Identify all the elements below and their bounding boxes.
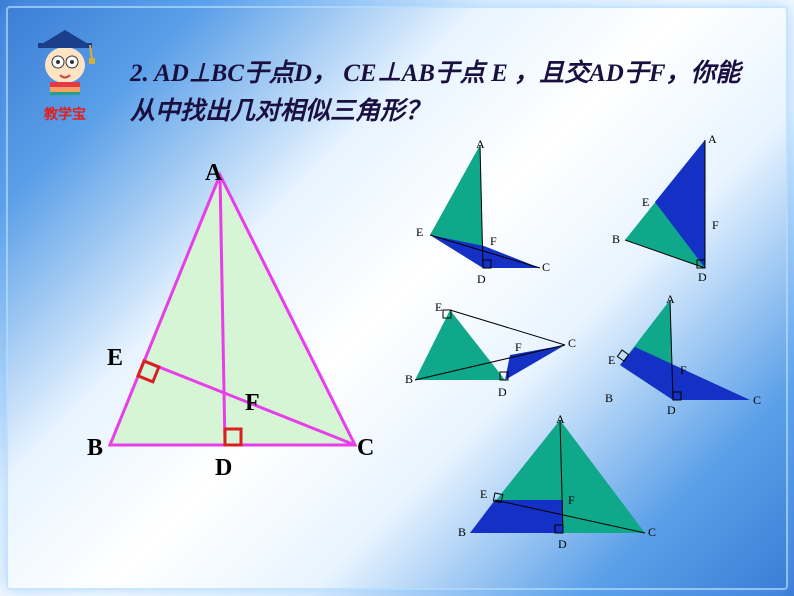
label-B: B bbox=[87, 435, 103, 462]
mini-2: A E F B D bbox=[600, 140, 760, 290]
m3-C: C bbox=[568, 336, 576, 351]
mascot: 教学宝 bbox=[30, 20, 100, 124]
m3-D: D bbox=[498, 385, 507, 400]
mini-1: A E F D C bbox=[410, 140, 570, 290]
main-triangle-svg bbox=[95, 165, 375, 495]
question-text: 2. AD⊥BC于点D， CE⊥AB于点 E ，且交AD于F，你能从中找出几对相… bbox=[130, 55, 760, 130]
m1-E: E bbox=[416, 225, 423, 240]
m4-C: C bbox=[753, 393, 761, 408]
m5-B: B bbox=[458, 525, 466, 540]
m4-E: E bbox=[608, 353, 615, 368]
m1-D: D bbox=[477, 272, 486, 287]
m4-A: A bbox=[666, 292, 675, 307]
m5-C: C bbox=[648, 525, 656, 540]
m3-E: E bbox=[435, 300, 442, 315]
m1-A: A bbox=[476, 137, 485, 152]
mini-4: A E F B D C bbox=[610, 295, 770, 415]
mascot-label: 教学宝 bbox=[30, 104, 100, 124]
m5-D: D bbox=[558, 537, 567, 552]
m2-D: D bbox=[698, 270, 707, 285]
m2-F: F bbox=[712, 218, 719, 233]
m4-F: F bbox=[680, 363, 687, 378]
label-F: F bbox=[245, 390, 260, 417]
label-E: E bbox=[107, 345, 123, 372]
mini-5: A E F B D C bbox=[460, 415, 660, 565]
m3-F: F bbox=[515, 340, 522, 355]
label-A: A bbox=[205, 160, 222, 187]
m5-E: E bbox=[480, 487, 487, 502]
m5-F: F bbox=[568, 493, 575, 508]
m3-B: B bbox=[405, 372, 413, 387]
m4-B: B bbox=[605, 391, 613, 406]
m2-E: E bbox=[642, 195, 649, 210]
m2-A: A bbox=[708, 132, 717, 147]
m5-A: A bbox=[556, 412, 565, 427]
m2-B: B bbox=[612, 232, 620, 247]
m1-C: C bbox=[542, 260, 550, 275]
mini-3: E B F D C bbox=[410, 300, 580, 410]
mascot-icon bbox=[30, 20, 100, 95]
m1-F: F bbox=[490, 234, 497, 249]
label-C: C bbox=[357, 435, 374, 462]
small-diagrams: A E F D C A E F B D E B F D bbox=[410, 140, 780, 560]
m4-D: D bbox=[667, 403, 676, 418]
label-D: D bbox=[215, 455, 232, 482]
main-triangle: A B C D E F bbox=[95, 165, 375, 495]
